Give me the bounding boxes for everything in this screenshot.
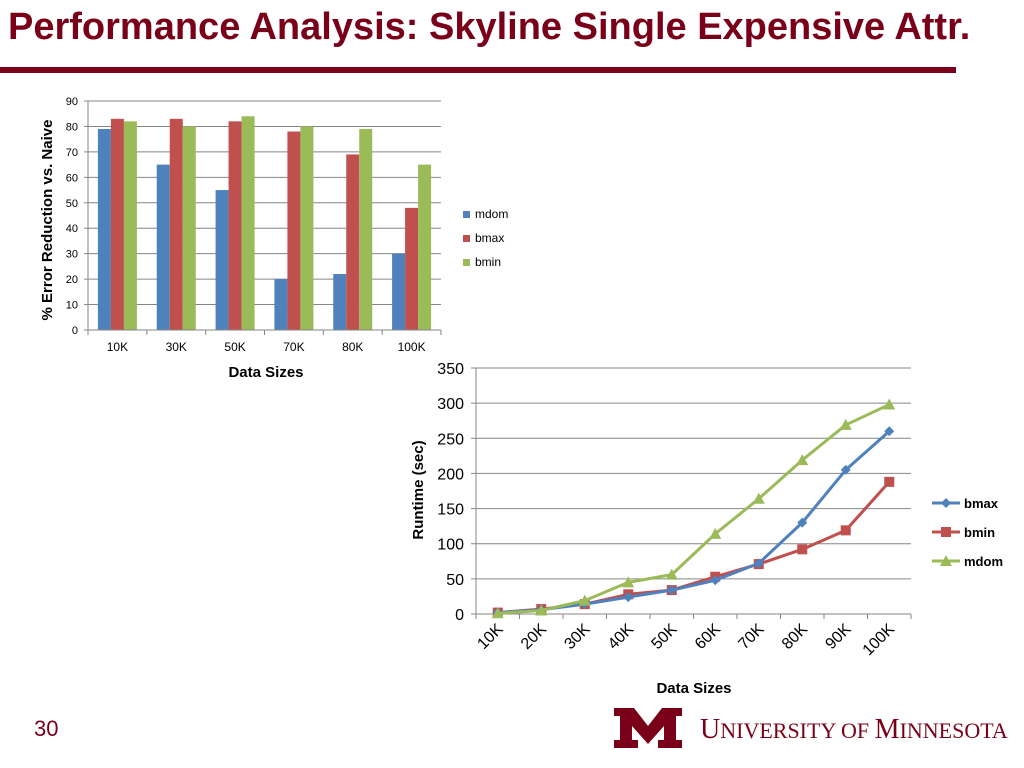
bar-bmin-50K <box>241 116 255 331</box>
bar-y-tick-label: 50 <box>66 198 78 210</box>
line-point-bmax-70K <box>753 558 764 569</box>
line-point-mdom-60K <box>709 527 722 539</box>
slide-number: 30 <box>34 716 59 741</box>
bar-legend-swatch-bmin <box>463 259 470 266</box>
line-x-axis-label: Data Sizes <box>656 680 731 697</box>
line-series-bmin <box>497 480 891 615</box>
bar-mdom-80K <box>333 274 347 330</box>
line-point-mdom-50K <box>665 568 678 580</box>
line-point-bmax-90K <box>840 464 851 475</box>
bar-y-tick-label: 30 <box>66 249 78 261</box>
line-point-bmax-40K <box>623 592 634 603</box>
bar-mdom-50K <box>215 190 229 330</box>
line-x-tick-label: 20K <box>518 621 550 653</box>
line-x-tick-label: 90K <box>822 621 854 653</box>
line-point-bmax-80K <box>797 517 808 528</box>
bar-legend-label-bmax: bmax <box>475 231 504 245</box>
line-point-bmin-90K <box>840 525 851 536</box>
bar-bmax-10K <box>110 118 124 330</box>
bar-x-tick-label: 100K <box>398 340 426 354</box>
line-y-tick-label: 50 <box>446 572 464 589</box>
bar-bmin-30K <box>182 126 196 330</box>
line-y-axis-label: Runtime (sec) <box>410 440 427 539</box>
bar-legend-swatch-mdom <box>463 211 470 218</box>
line-point-mdom-90K <box>839 418 852 430</box>
line-point-mdom-20K <box>535 604 548 616</box>
line-point-mdom-80K <box>796 454 809 466</box>
bar-y-tick-label: 0 <box>72 325 78 337</box>
line-x-tick-label: 60K <box>692 621 724 653</box>
bar-mdom-30K <box>156 164 170 330</box>
bar-bmin-100K <box>418 164 432 330</box>
bar-mdom-100K <box>392 253 406 330</box>
bar-legend-label-mdom: mdom <box>475 207 508 221</box>
line-legend-marker-bmax <box>941 498 951 508</box>
line-legend-label-mdom: mdom <box>964 554 1003 569</box>
bar-y-tick-label: 10 <box>66 300 78 312</box>
university-logo: UNIVERSITY OF MINNESOTA <box>612 706 1012 752</box>
bar-y-tick-label: 90 <box>66 96 78 108</box>
bar-y-tick-label: 60 <box>66 172 78 184</box>
line-x-tick-label: 40K <box>605 621 637 653</box>
block-m-icon <box>614 708 682 748</box>
line-point-bmax-100K <box>884 426 895 437</box>
bar-bmin-70K <box>300 126 314 330</box>
line-point-bmin-100K <box>884 476 895 487</box>
bar-bmax-50K <box>228 121 242 330</box>
line-legend-label-bmin: bmin <box>964 525 995 540</box>
bar-x-axis-label: Data Sizes <box>228 364 303 381</box>
bar-y-tick-label: 40 <box>66 223 78 235</box>
line-x-tick-label: 100K <box>860 621 899 660</box>
line-point-mdom-70K <box>752 492 765 504</box>
bar-mdom-70K <box>274 279 288 330</box>
line-series-mdom <box>497 403 890 615</box>
bar-mdom-10K <box>97 128 111 330</box>
bar-bmax-30K <box>169 118 183 330</box>
title-rule <box>0 67 956 73</box>
bar-bmin-10K <box>123 121 137 330</box>
line-x-tick-label: 50K <box>648 621 680 653</box>
line-y-tick-label: 250 <box>437 431 464 448</box>
line-legend-marker-bmin <box>941 527 951 537</box>
bar-legend-label-bmin: bmin <box>475 255 501 269</box>
line-y-tick-label: 0 <box>455 607 464 624</box>
bar-y-tick-label: 20 <box>66 274 78 286</box>
line-legend-label-bmax: bmax <box>964 496 999 511</box>
bar-y-axis-label: % Error Reduction vs. Naive <box>39 120 56 321</box>
line-series-bmax <box>497 430 891 615</box>
line-x-tick-label: 10K <box>474 621 506 653</box>
line-x-tick-label: 80K <box>779 621 811 653</box>
bar-x-tick-label: 70K <box>283 340 304 354</box>
line-y-tick-label: 100 <box>437 537 464 554</box>
line-point-mdom-30K <box>578 594 591 606</box>
bar-x-tick-label: 10K <box>107 340 128 354</box>
bar-y-tick-label: 70 <box>66 147 78 159</box>
line-y-tick-label: 200 <box>437 466 464 483</box>
line-y-tick-label: 150 <box>437 502 464 519</box>
bar-y-tick-label: 80 <box>66 121 78 133</box>
bar-x-tick-label: 30K <box>166 340 187 354</box>
line-x-tick-label: 30K <box>561 621 593 653</box>
line-point-mdom-100K <box>883 398 896 410</box>
line-point-bmin-80K <box>797 544 808 555</box>
line-x-tick-label: 70K <box>735 621 767 653</box>
slide-title: Performance Analysis: Skyline Single Exp… <box>8 6 971 48</box>
line-y-tick-label: 350 <box>437 361 464 378</box>
bar-bmax-80K <box>346 154 360 330</box>
bar-bmin-80K <box>359 128 373 330</box>
line-point-mdom-10K <box>491 607 504 619</box>
bar-bmax-100K <box>405 207 419 330</box>
bar-x-tick-label: 50K <box>224 340 245 354</box>
line-point-bmax-50K <box>666 585 677 596</box>
university-name: UNIVERSITY OF MINNESOTA <box>700 714 1008 745</box>
line-legend-marker-mdom <box>940 555 952 566</box>
bar-bmax-70K <box>287 131 301 330</box>
line-point-bmax-60K <box>710 575 721 586</box>
line-y-tick-label: 300 <box>437 396 464 413</box>
bar-legend-swatch-bmax <box>463 235 470 242</box>
line-point-mdom-40K <box>622 576 635 588</box>
bar-x-tick-label: 80K <box>342 340 363 354</box>
